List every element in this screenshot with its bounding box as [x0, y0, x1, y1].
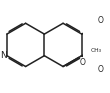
- Text: CH₃: CH₃: [91, 48, 102, 53]
- Text: O: O: [98, 16, 104, 25]
- Text: CH₃: CH₃: [109, 16, 110, 21]
- Text: N: N: [0, 51, 7, 60]
- Text: O: O: [79, 58, 85, 67]
- Text: CH₃: CH₃: [109, 69, 110, 74]
- Text: O: O: [98, 65, 104, 74]
